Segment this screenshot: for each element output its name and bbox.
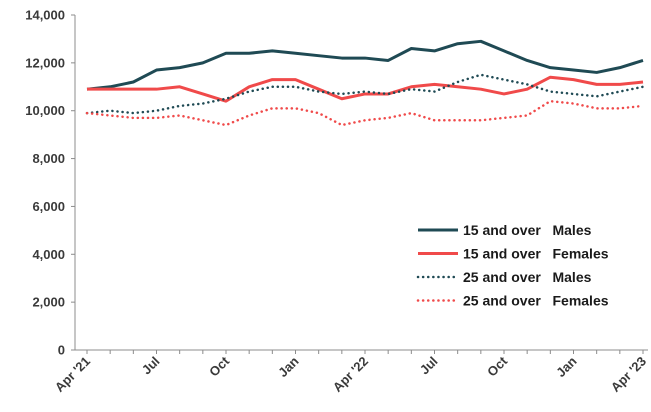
y-tick-label: 12,000 bbox=[25, 55, 65, 70]
legend-label: 15 and over Females bbox=[463, 246, 609, 262]
y-tick-label: 0 bbox=[58, 343, 65, 358]
x-tick-label: Apr '22 bbox=[330, 354, 371, 395]
x-tick-label: Jul bbox=[417, 354, 441, 378]
x-tick-label: Jul bbox=[139, 354, 163, 378]
legend-label: 15 and over Males bbox=[463, 222, 592, 238]
series-line-1 bbox=[86, 39, 644, 91]
y-tick-label: 4,000 bbox=[32, 247, 65, 262]
legend-label: 25 and over Females bbox=[463, 293, 609, 309]
chart-axes: 0 2,000 4,000 6,000 8,000 10,000 12,000 14,000 A… bbox=[25, 8, 649, 395]
x-tick-label: Oct bbox=[484, 353, 510, 379]
legend: 15 and over Males 15 and over Females 25 a… bbox=[416, 222, 609, 309]
y-tick-label: 10,000 bbox=[25, 103, 65, 118]
y-tick-label: 6,000 bbox=[32, 199, 65, 214]
series-line-2 bbox=[87, 75, 644, 103]
y-tick-label: 8,000 bbox=[32, 151, 65, 166]
x-tick-label: Oct bbox=[206, 353, 232, 379]
x-tick-label: Apr '23 bbox=[608, 354, 649, 395]
x-tick-label: Apr '21 bbox=[52, 354, 93, 395]
y-tick-label: 2,000 bbox=[32, 295, 65, 310]
x-tick-label: Jan bbox=[553, 353, 579, 379]
series-line-4 bbox=[85, 99, 645, 127]
x-tick-label: Jan bbox=[275, 353, 301, 379]
series-lines bbox=[85, 39, 645, 127]
legend-label: 25 and over Males bbox=[463, 269, 592, 285]
y-tick-label: 14,000 bbox=[25, 8, 65, 23]
series-line-3 bbox=[85, 73, 645, 115]
